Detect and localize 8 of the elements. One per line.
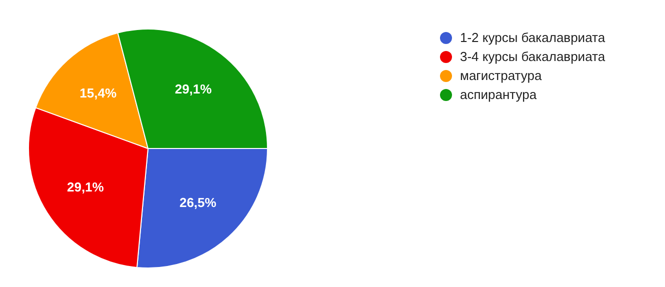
data-label: 29,1% xyxy=(174,81,212,96)
legend-label: аспирантура xyxy=(460,87,537,102)
data-label: 26,5% xyxy=(179,194,217,210)
data-label: 15,4% xyxy=(80,85,117,100)
legend-label: 1-2 курсы бакалавриата xyxy=(460,30,606,45)
data-label: 29,1% xyxy=(66,180,104,195)
legend-label: 3-4 курсы бакалавриата xyxy=(460,49,606,64)
legend-label: магистратура xyxy=(460,68,542,83)
